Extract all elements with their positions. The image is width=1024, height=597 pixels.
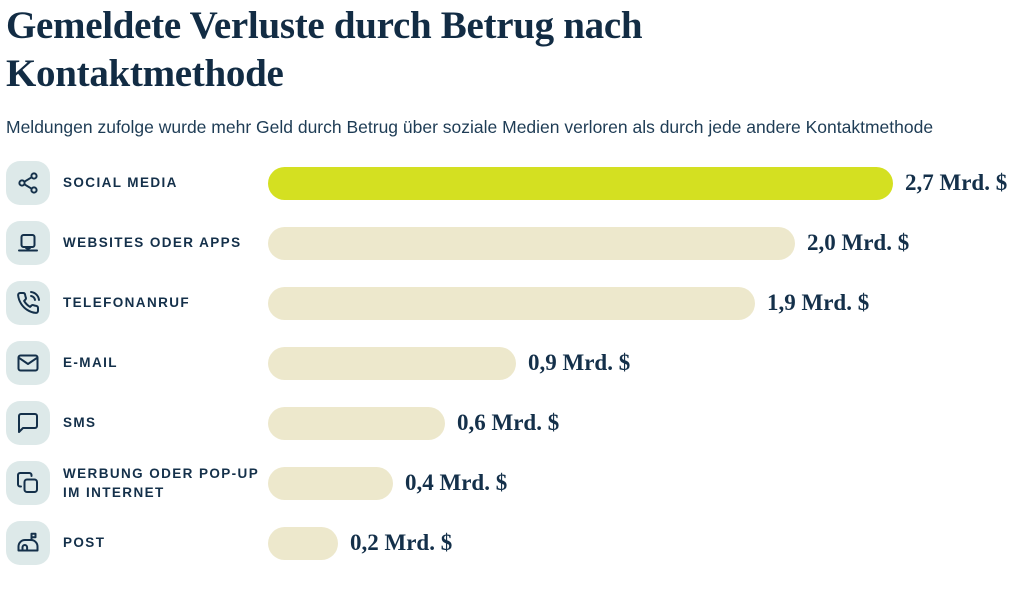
laptop-icon: [16, 231, 40, 255]
category-label: TELEFONANRUF: [63, 295, 191, 311]
popup-icon: [16, 471, 40, 495]
phone-call-icon: [16, 291, 40, 315]
category-label: SOCIAL MEDIA: [63, 175, 178, 191]
bar-area: 1,9 Mrd. $: [268, 286, 1018, 320]
chart-row: SOCIAL MEDIA 2,7 Mrd. $: [6, 161, 1018, 206]
icon-tile: [6, 221, 50, 266]
share-icon: [16, 171, 40, 195]
bar: [268, 286, 755, 320]
bar-area: 2,0 Mrd. $: [268, 226, 1018, 260]
bar-area: 0,9 Mrd. $: [268, 346, 1018, 380]
category-label: E-MAIL: [63, 355, 118, 371]
chart-row: E-MAIL 0,9 Mrd. $: [6, 341, 1018, 386]
category-label: POST: [63, 535, 106, 551]
bar-highlighted: [268, 166, 893, 200]
bar-area: 0,6 Mrd. $: [268, 406, 1018, 440]
value-label: 2,0 Mrd. $: [807, 230, 910, 256]
icon-tile: [6, 161, 50, 206]
icon-tile: [6, 461, 50, 506]
value-label: 0,6 Mrd. $: [457, 410, 560, 436]
bar: [268, 226, 795, 260]
value-label: 2,7 Mrd. $: [905, 170, 1008, 196]
icon-tile: [6, 341, 50, 386]
bar: [268, 346, 516, 380]
icon-tile: [6, 401, 50, 446]
mailbox-icon: [16, 531, 40, 555]
chart-subtitle: Meldungen zufolge wurde mehr Geld durch …: [6, 117, 934, 138]
speech-bubble-icon: [16, 411, 40, 435]
icon-tile: [6, 521, 50, 566]
bar-area: 0,4 Mrd. $: [268, 466, 1018, 500]
category-label: WEBSITES ODER APPS: [63, 235, 242, 251]
category-label: SMS: [63, 415, 97, 431]
bar: [268, 466, 393, 500]
bar: [268, 406, 445, 440]
icon-tile: [6, 281, 50, 326]
chart-row: TELEFONANRUF 1,9 Mrd. $: [6, 281, 1018, 326]
category-label: WERBUNG ODER POP-UP IM INTERNET: [63, 465, 259, 501]
infographic: Gemeldete Verluste durch Betrug nach Kon…: [6, 4, 1018, 566]
chart-title: Gemeldete Verluste durch Betrug nach Kon…: [6, 4, 643, 95]
value-label: 0,9 Mrd. $: [528, 350, 631, 376]
bar-chart: SOCIAL MEDIA 2,7 Mrd. $ WEBSITES ODER AP…: [6, 161, 1018, 566]
value-label: 0,2 Mrd. $: [350, 530, 453, 556]
bar-area: 2,7 Mrd. $: [268, 166, 1018, 200]
bar: [268, 526, 338, 560]
chart-row: WEBSITES ODER APPS 2,0 Mrd. $: [6, 221, 1018, 266]
envelope-icon: [16, 351, 40, 375]
chart-row: WERBUNG ODER POP-UP IM INTERNET 0,4 Mrd.…: [6, 461, 1018, 506]
bar-area: 0,2 Mrd. $: [268, 526, 1018, 560]
chart-row: SMS 0,6 Mrd. $: [6, 401, 1018, 446]
value-label: 0,4 Mrd. $: [405, 470, 508, 496]
chart-row: POST 0,2 Mrd. $: [6, 521, 1018, 566]
value-label: 1,9 Mrd. $: [767, 290, 870, 316]
